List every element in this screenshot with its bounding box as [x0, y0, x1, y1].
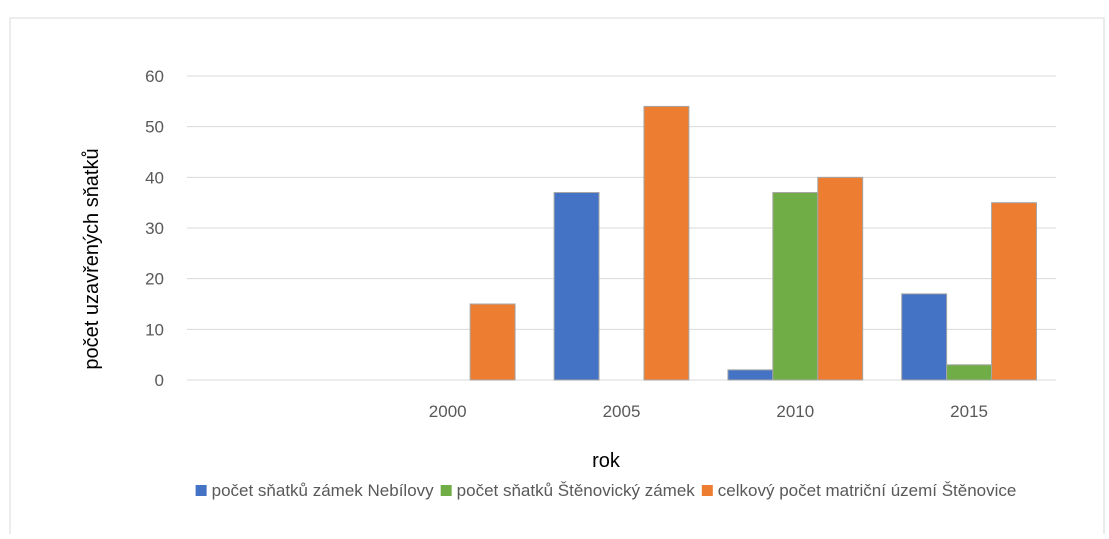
legend-swatch: [440, 485, 452, 496]
legend-swatch: [701, 485, 713, 496]
bar: [643, 105, 690, 381]
y-tick-label: 20: [145, 270, 164, 289]
legend-label: celkový počet matriční území Štěnovice: [718, 481, 1017, 500]
bar: [553, 192, 600, 381]
legend-label: počet sňatků Štěnovický zámek: [457, 481, 696, 500]
y-tick-label: 30: [145, 219, 164, 238]
x-tick-label: 2015: [950, 402, 988, 421]
bar: [991, 202, 1037, 381]
y-axis-label: počet uzavřených sňatků: [81, 148, 103, 369]
bar: [727, 369, 774, 381]
legend-swatch: [195, 485, 207, 496]
bar: [817, 176, 864, 381]
x-tick-label: 2000: [429, 402, 467, 421]
y-tick-label: 50: [145, 118, 164, 137]
x-axis-label: rok: [592, 450, 621, 472]
x-tick-label: 2010: [776, 402, 814, 421]
x-tick-label: 2005: [603, 402, 641, 421]
bar: [946, 364, 993, 381]
y-tick-label: 10: [145, 320, 164, 339]
y-tick-label: 0: [155, 371, 164, 390]
legend-label: počet sňatků zámek Nebílovy: [212, 481, 435, 500]
legend: počet sňatků zámek Nebílovy počet sňatků …: [195, 481, 1017, 500]
y-tick-label: 40: [145, 168, 164, 187]
bar: [772, 192, 819, 381]
bar: [901, 293, 948, 381]
y-tick-label: 60: [145, 67, 164, 86]
bar: [469, 303, 516, 381]
